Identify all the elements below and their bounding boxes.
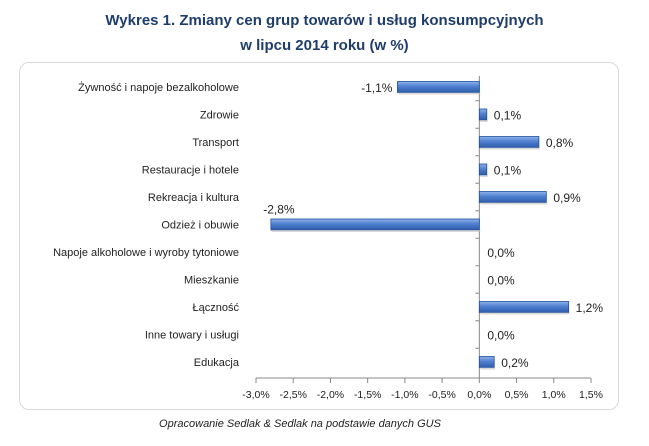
bar: [397, 81, 480, 93]
x-tick-label: -0,5%: [428, 389, 455, 401]
bar-shadow: [271, 230, 481, 232]
x-tick-label: -3,0%: [242, 389, 269, 401]
x-tick-label: 1,0%: [542, 389, 566, 401]
category-label: Rekreacja i kultura: [148, 192, 240, 204]
data-label: 0,1%: [494, 164, 522, 178]
bar-shadow: [480, 312, 570, 315]
x-tick-label: -1,5%: [354, 389, 381, 401]
category-label: Inne towary i usługi: [145, 330, 239, 342]
x-tick-label: 0,5%: [505, 389, 529, 401]
bar-shadow: [480, 367, 496, 370]
category-label: Restauracje i hotele: [142, 165, 239, 177]
data-label: 0,0%: [487, 274, 515, 288]
bar: [478, 163, 488, 176]
data-label: -2,8%: [263, 203, 295, 217]
bar-shadow: [480, 202, 548, 205]
data-label: 0,8%: [546, 136, 574, 150]
category-label: Łączność: [193, 302, 240, 314]
data-label: 0,0%: [487, 329, 515, 343]
x-tick-label: -1,0%: [391, 389, 418, 401]
data-label: 0,2%: [501, 356, 529, 370]
bar: [478, 191, 547, 203]
category-label: Mieszkanie: [184, 275, 239, 287]
bar-shadow: [480, 175, 488, 177]
category-label: Zdrowie: [200, 110, 239, 122]
bar: [478, 108, 488, 121]
bar-shadow: [398, 92, 481, 95]
bar: [478, 301, 570, 313]
category-label: Żywność i napoje bezalkoholowe: [78, 81, 239, 94]
data-label: 0,9%: [553, 191, 581, 205]
data-label: 1,2%: [576, 301, 604, 315]
category-label: Odzież i obuwie: [161, 220, 239, 232]
chart-title-line2: w lipcu 2014 roku (w %): [240, 37, 409, 54]
data-label: 0,1%: [494, 109, 522, 123]
chart-title-line1: Wykres 1. Zmiany cen grup towarów i usłu…: [105, 12, 544, 29]
x-tick-label: -2,0%: [317, 389, 344, 401]
chart-area: [19, 62, 619, 410]
data-label: -1,1%: [361, 81, 393, 95]
bar: [270, 218, 480, 231]
category-label: Napoje alkoholowe i wyroby tytoniowe: [53, 247, 239, 259]
bar-shadow: [480, 147, 540, 150]
x-tick-label: 1,5%: [579, 389, 603, 401]
x-tick-label: 0,0%: [467, 389, 491, 401]
category-label: Edukacja: [194, 357, 240, 369]
category-label: Transport: [192, 137, 239, 149]
source-caption: Opracowanie Sedlak & Sedlak na podstawie…: [159, 418, 441, 430]
bar: [478, 356, 495, 368]
bar: [478, 136, 540, 148]
data-label: 0,0%: [487, 246, 515, 260]
x-tick-label: -2,5%: [280, 389, 307, 401]
bar-shadow: [480, 120, 488, 122]
